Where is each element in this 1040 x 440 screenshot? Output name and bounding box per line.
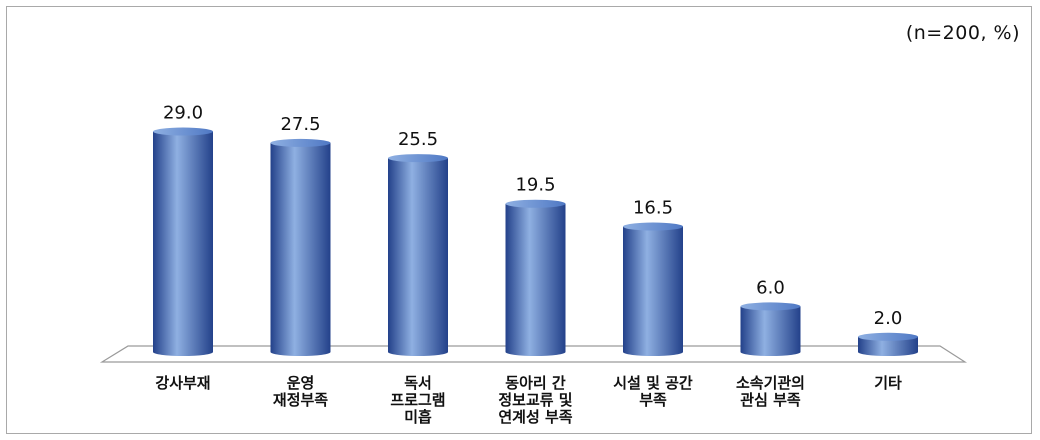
category-label: 독서 프로그램 미흡 <box>390 374 445 426</box>
bar-body <box>388 158 448 356</box>
bar-body <box>505 203 566 356</box>
sample-size-note: (n=200, %) <box>905 22 1020 44</box>
bar-body <box>858 336 918 356</box>
bar-cap <box>270 138 331 147</box>
bar <box>505 199 566 356</box>
bar-body <box>623 226 683 356</box>
value-label: 2.0 <box>874 308 903 329</box>
category-label: 동아리 간 정보교류 및 연계성 부족 <box>498 374 572 426</box>
bar-cap <box>623 222 683 231</box>
category-label: 기타 <box>874 374 902 392</box>
bar-body <box>270 142 331 356</box>
value-label: 19.5 <box>515 175 555 196</box>
bar-cap <box>858 332 918 341</box>
value-label: 29.0 <box>163 103 203 124</box>
value-label: 16.5 <box>633 198 673 219</box>
bar <box>858 332 918 356</box>
category-label: 시설 및 공간 부족 <box>613 374 693 409</box>
bar-body <box>740 306 801 356</box>
bar <box>623 222 683 356</box>
bar-cap <box>388 154 448 163</box>
bar <box>270 138 331 356</box>
category-label: 강사부재 <box>155 374 210 392</box>
category-label: 운영 재정부족 <box>273 374 328 409</box>
bar-cap <box>505 199 566 208</box>
bar <box>740 302 801 356</box>
bar-body <box>153 131 213 356</box>
bar-cap <box>153 127 213 136</box>
value-label: 27.5 <box>280 114 320 135</box>
value-label: 25.5 <box>398 129 438 150</box>
category-label: 소속기관의 관심 부족 <box>736 374 805 409</box>
bar-cap <box>740 302 801 311</box>
bar <box>153 127 213 356</box>
value-label: 6.0 <box>756 277 785 298</box>
bar <box>388 154 448 356</box>
